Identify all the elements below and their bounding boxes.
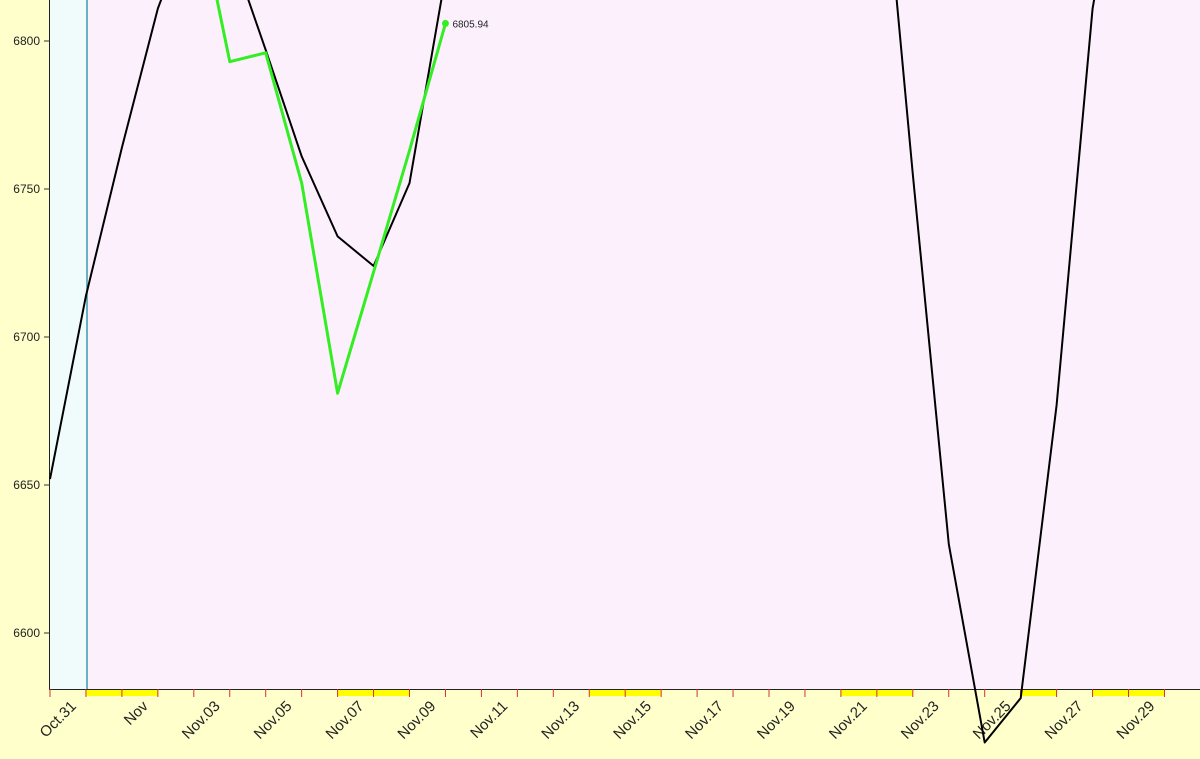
- series-end-point: [441, 19, 449, 27]
- x-tick-label: Nov.29: [1113, 698, 1158, 743]
- x-tick-label: Nov.19: [754, 698, 799, 743]
- x-tick-label: Nov.09: [394, 698, 439, 743]
- x-tick-label: Nov.15: [610, 698, 655, 743]
- x-tick-label: Nov: [121, 697, 152, 728]
- x-tick-label: Nov.03: [179, 698, 224, 743]
- x-tick-label: Nov.21: [826, 698, 871, 743]
- series-line-black: [49, 0, 1096, 744]
- y-tick-label: 6650: [13, 478, 40, 492]
- x-tick-label: Nov.25: [970, 698, 1015, 743]
- series-end-label: 6805.94: [452, 19, 489, 30]
- y-tick-label: 6600: [13, 626, 40, 640]
- x-tick-label: Nov.27: [1042, 698, 1087, 743]
- x-tick-label: Nov.17: [682, 698, 727, 743]
- series-line-green: [215, 0, 447, 395]
- x-tick-label: Nov.05: [251, 698, 296, 743]
- x-tick-label: Nov.11: [467, 698, 511, 742]
- x-tick-label: Nov.23: [898, 698, 943, 743]
- x-tick-label: Oct.31: [37, 698, 80, 741]
- weekend-band: [1020, 690, 1057, 696]
- x-tick-label: Nov.07: [323, 698, 368, 743]
- x-tick-label: Nov.13: [538, 698, 583, 743]
- plot-area: [87, 0, 1200, 689]
- y-tick-label: 6700: [13, 330, 40, 344]
- y-tick-label: 6750: [13, 182, 40, 196]
- plot-area-today-band: [50, 0, 87, 689]
- y-tick-label: 6800: [13, 34, 40, 48]
